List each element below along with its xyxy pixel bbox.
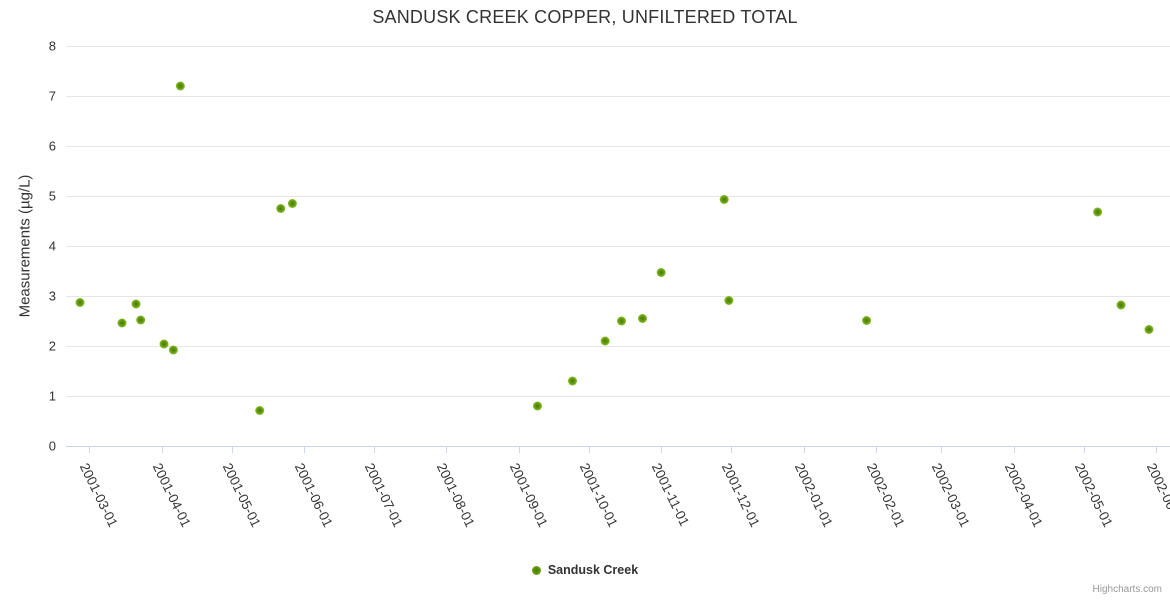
x-axis-label: 2001-05-01 bbox=[220, 461, 264, 530]
y-axis-label: 1 bbox=[49, 389, 56, 404]
data-point[interactable] bbox=[136, 315, 146, 325]
x-axis-label: 2001-10-01 bbox=[577, 461, 621, 530]
y-axis-label: 8 bbox=[49, 39, 56, 54]
legend-label: Sandusk Creek bbox=[547, 563, 639, 577]
data-point[interactable] bbox=[131, 299, 141, 309]
legend-item-sandusk-creek[interactable]: Sandusk Creek bbox=[531, 563, 639, 577]
data-point[interactable] bbox=[168, 345, 178, 355]
data-point[interactable] bbox=[617, 316, 627, 326]
y-axis-label: 4 bbox=[49, 239, 56, 254]
y-axis-label: 5 bbox=[49, 189, 56, 204]
legend-marker-icon bbox=[531, 565, 541, 575]
y-axis-label: 6 bbox=[49, 139, 56, 154]
highcharts-credits-link[interactable]: Highcharts.com bbox=[1092, 584, 1162, 595]
data-point[interactable] bbox=[862, 316, 872, 325]
data-point[interactable] bbox=[276, 204, 286, 213]
legend: Sandusk Creek bbox=[0, 563, 1170, 577]
x-axis-label: 2001-11-01 bbox=[649, 461, 692, 529]
y-axis-label: 2 bbox=[49, 339, 56, 354]
data-point[interactable] bbox=[117, 318, 127, 328]
data-point[interactable] bbox=[175, 81, 185, 91]
x-axis-label: 2002-04-01 bbox=[1002, 461, 1046, 530]
x-axis-label: 2002-01-01 bbox=[792, 461, 836, 530]
x-axis-label: 2001-07-01 bbox=[362, 461, 406, 530]
data-point[interactable] bbox=[159, 339, 169, 349]
x-axis-label: 2002-02-01 bbox=[864, 461, 908, 530]
data-point[interactable] bbox=[255, 406, 265, 415]
x-axis-label: 2002-05-01 bbox=[1072, 461, 1116, 530]
x-axis-label: 2001-08-01 bbox=[434, 461, 478, 530]
data-point[interactable] bbox=[567, 376, 577, 386]
x-axis-label: 2001-09-01 bbox=[507, 461, 551, 530]
y-axis-label: 7 bbox=[49, 89, 56, 104]
data-point[interactable] bbox=[75, 298, 85, 307]
data-point[interactable] bbox=[724, 296, 734, 305]
data-point[interactable] bbox=[656, 268, 666, 277]
x-axis-label: 2002-06-01 bbox=[1144, 461, 1170, 530]
data-point[interactable] bbox=[287, 199, 297, 208]
chart-title: SANDUSK CREEK COPPER, UNFILTERED TOTAL bbox=[372, 7, 798, 27]
data-point[interactable] bbox=[532, 401, 542, 411]
data-point[interactable] bbox=[719, 195, 729, 204]
data-point[interactable] bbox=[1093, 207, 1103, 217]
y-axis-label: 3 bbox=[49, 289, 56, 304]
data-point[interactable] bbox=[1144, 325, 1154, 334]
x-axis-label: 2001-04-01 bbox=[150, 461, 194, 530]
x-axis-label: 2001-03-01 bbox=[77, 461, 121, 530]
x-axis-label: 2001-12-01 bbox=[719, 461, 763, 530]
data-point[interactable] bbox=[1116, 300, 1126, 310]
x-axis-label: 2002-03-01 bbox=[929, 461, 973, 530]
x-axis-label: 2001-06-01 bbox=[292, 461, 336, 530]
data-point[interactable] bbox=[600, 336, 610, 346]
y-axis-label: 0 bbox=[49, 439, 56, 454]
data-point[interactable] bbox=[638, 314, 648, 323]
